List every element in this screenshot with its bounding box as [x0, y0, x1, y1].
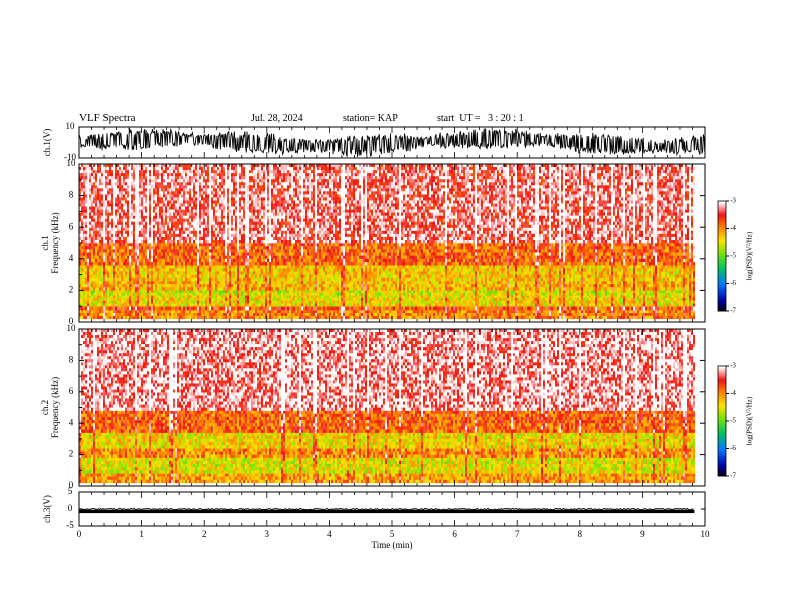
colorbar-cell [718, 384, 726, 386]
y-tick-label: 5 [68, 486, 73, 496]
x-tick-label: 7 [515, 529, 520, 539]
colorbar-cell [718, 252, 726, 254]
colorbar-tick-label: -7 [730, 472, 736, 480]
x-axis-label: Time (min) [372, 540, 413, 550]
ch3-waveform-line [79, 508, 693, 509]
colorbar-cell [718, 258, 726, 260]
colorbar-cell [718, 373, 726, 375]
colorbar-tick-label: -4 [730, 389, 736, 397]
colorbar-cell [718, 225, 726, 227]
colorbar-label: log(PSD)(V²/Hz) [746, 396, 754, 445]
colorbar-tick-label: -6 [730, 279, 736, 287]
colorbar-cell [718, 379, 726, 381]
y-tick-label: 0 [68, 503, 73, 513]
y-tick-label: 6 [69, 386, 74, 396]
y-tick-label: 4 [69, 253, 74, 263]
colorbar-cell [718, 296, 726, 298]
colorbar-cell [718, 230, 726, 232]
colorbar-cell [718, 428, 726, 430]
colorbar-cell [718, 423, 726, 425]
x-tick-label: 1 [139, 529, 144, 539]
colorbar-cell [718, 467, 726, 469]
colorbar-cell [718, 439, 726, 441]
x-tick-label: 3 [265, 529, 270, 539]
colorbar-cell [718, 241, 726, 243]
y-tick-label: 8 [69, 190, 74, 200]
colorbar-cell [718, 219, 726, 221]
colorbar-cell [718, 472, 726, 474]
y-tick-label: 2 [69, 284, 74, 294]
colorbar-cell [718, 417, 726, 419]
colorbar-tick-label: -3 [730, 362, 736, 370]
x-tick-label: 6 [452, 529, 457, 539]
colorbar-cell [718, 390, 726, 392]
colorbar-cell [718, 302, 726, 304]
spectrogram-2-cells [79, 164, 695, 319]
x-tick-label: 8 [578, 529, 583, 539]
y-tick-label: 10 [66, 121, 76, 131]
y-tick-label: 2 [69, 449, 74, 459]
colorbar-cell [718, 307, 726, 309]
colorbar-cell [718, 456, 726, 458]
colorbar-cell [718, 395, 726, 397]
colorbar-cell [718, 263, 726, 265]
colorbar-cell [718, 203, 726, 205]
colorbar-tick-label: -4 [730, 224, 736, 232]
colorbar-cell [718, 285, 726, 287]
x-tick-label: 10 [701, 529, 711, 539]
colorbar-cell [718, 445, 726, 447]
x-tick-label: 2 [202, 529, 207, 539]
colorbar-tick-label: -3 [730, 197, 736, 205]
x-tick-label: 0 [77, 529, 82, 539]
colorbar-cell [718, 401, 726, 403]
colorbar-cell [718, 406, 726, 408]
spectrogram-3-cells [79, 329, 695, 483]
y-tick-label: 10 [67, 158, 77, 168]
ch3-waveform-band [79, 510, 694, 513]
x-tick-label: 9 [640, 529, 645, 539]
colorbar-cell [718, 412, 726, 414]
colorbar-cell [718, 461, 726, 463]
y-tick-label: 10 [67, 323, 77, 333]
y-tick-label: 4 [69, 417, 74, 427]
y-axis-label: Frequency (kHz) [50, 212, 60, 273]
x-tick-label: 4 [327, 529, 332, 539]
colorbar-cell [718, 269, 726, 271]
colorbar-tick-label: -5 [730, 252, 736, 260]
colorbar-tick-label: -5 [730, 417, 736, 425]
colorbar-cell [718, 291, 726, 293]
colorbar-tick-label: -6 [730, 444, 736, 452]
colorbar-cell [718, 434, 726, 436]
vlf-spectra-figure: 10-10ch.1(V)0246810ch.1 Frequency (kHz)-3… [0, 0, 792, 612]
y-axis-label: Frequency (kHz) [50, 377, 60, 438]
x-tick-label: 5 [390, 529, 395, 539]
y-tick-label: -5 [66, 520, 74, 530]
colorbar-cell [718, 280, 726, 282]
y-axis-label: ch.3(V) [42, 495, 52, 523]
colorbar-tick-label: -7 [730, 307, 736, 315]
colorbar-cell [718, 450, 726, 452]
colorbar-cell [718, 208, 726, 210]
y-axis-label: ch.2 [40, 400, 50, 415]
colorbar-cell [718, 368, 726, 370]
colorbar-cell [718, 236, 726, 238]
colorbar-cell [718, 274, 726, 276]
colorbar-cell [718, 247, 726, 249]
y-axis-label: ch.1(V) [42, 129, 52, 157]
y-tick-label: 8 [69, 354, 74, 364]
colorbar-cell [718, 214, 726, 216]
y-axis-label: ch.1 [40, 235, 50, 250]
y-tick-label: 6 [69, 221, 74, 231]
colorbar-label: log(PSD)(V²/Hz) [746, 231, 754, 280]
